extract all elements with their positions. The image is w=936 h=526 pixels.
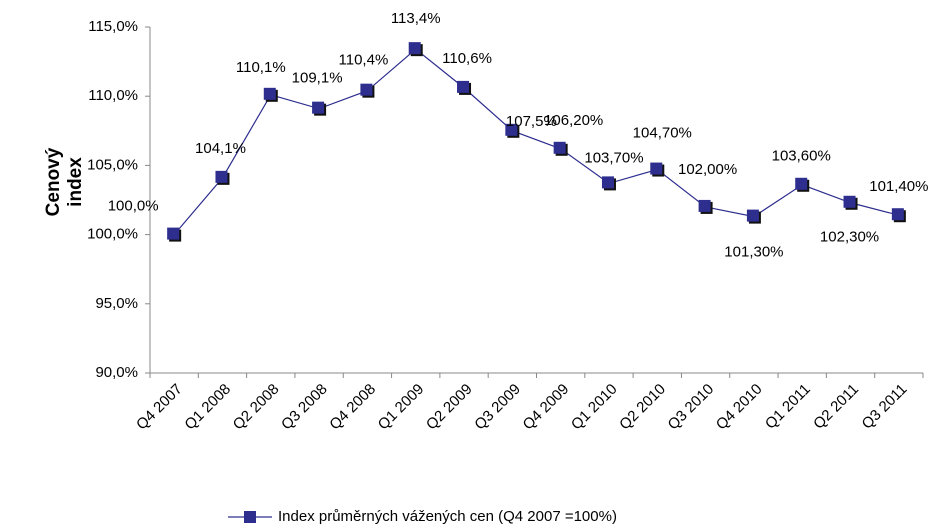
y-tick-label: 90,0% <box>95 364 138 381</box>
marker <box>746 209 759 222</box>
data-label: 101,30% <box>724 244 783 261</box>
series-line <box>173 48 899 235</box>
x-tick-label: Q1 2008 <box>181 381 234 434</box>
marker <box>698 199 711 212</box>
data-label: 109,1% <box>292 70 343 87</box>
y-tick-label: 115,0% <box>88 18 138 35</box>
x-tick-label: Q4 2009 <box>520 381 573 434</box>
marker <box>408 42 421 55</box>
x-tick-label: Q2 2008 <box>230 381 283 434</box>
x-tick-label: Q4 2010 <box>713 381 766 434</box>
data-label: 110,4% <box>339 52 389 69</box>
marker <box>795 177 808 190</box>
data-label: 102,00% <box>678 161 737 178</box>
x-tick-label: Q3 2009 <box>471 381 524 434</box>
marker <box>601 176 614 189</box>
marker <box>312 101 325 114</box>
x-tick-label: Q4 2007 <box>133 381 186 434</box>
x-tick-label: Q1 2011 <box>762 381 814 433</box>
legend-marker <box>244 511 256 523</box>
data-label: 106,20% <box>544 112 603 129</box>
x-tick-label: Q1 2009 <box>375 381 428 434</box>
data-label: 103,70% <box>584 149 643 166</box>
x-tick-label: Q3 2011 <box>859 381 911 433</box>
x-tick-label: Q1 2010 <box>568 381 621 434</box>
data-label: 110,1% <box>236 59 286 76</box>
legend-label: Index průměrných vážených cen (Q4 2007 =… <box>278 508 617 525</box>
data-label: 103,60% <box>772 148 831 165</box>
data-label: 101,40% <box>869 178 928 195</box>
data-label: 104,70% <box>633 125 692 142</box>
x-tick-label: Q2 2011 <box>810 381 862 433</box>
marker <box>263 87 276 100</box>
marker <box>360 83 373 96</box>
marker <box>167 227 180 240</box>
y-tick-label: 100,0% <box>87 226 138 243</box>
y-tick-label: 95,0% <box>95 295 138 312</box>
data-label: 100,0% <box>108 198 159 215</box>
data-label: 110,6% <box>442 50 492 67</box>
marker <box>891 208 904 221</box>
marker <box>505 123 518 136</box>
marker <box>843 195 856 208</box>
y-tick-label: 110,0% <box>88 87 138 104</box>
x-tick-label: Q2 2009 <box>423 381 476 434</box>
x-tick-label: Q3 2008 <box>278 381 331 434</box>
y-tick-label: 105,0% <box>87 156 138 173</box>
marker <box>553 141 566 154</box>
data-label: 113,4% <box>391 10 441 27</box>
x-tick-label: Q4 2008 <box>326 381 379 434</box>
x-tick-label: Q2 2010 <box>616 381 669 434</box>
data-label: 107,5% <box>506 113 557 130</box>
y-axis-label: Cenový index <box>43 147 86 217</box>
x-tick-label: Q3 2010 <box>665 381 718 434</box>
marker <box>215 170 228 183</box>
marker <box>457 80 470 93</box>
data-label: 102,30% <box>820 229 879 246</box>
marker <box>650 162 663 175</box>
data-label: 104,1% <box>195 140 246 157</box>
